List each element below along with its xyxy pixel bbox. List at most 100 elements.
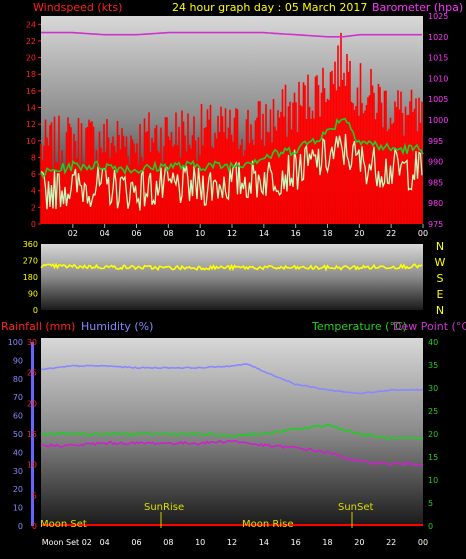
compass-label: N	[436, 240, 444, 253]
barometer-label: Barometer (hpa)	[372, 1, 463, 14]
time-tick-label: 04	[100, 229, 110, 238]
humidity-tick-label: 100	[8, 338, 23, 347]
time-tick-label: 06	[131, 229, 141, 238]
wind-tick-label: 16	[26, 87, 36, 96]
time-tick-label: Moon Set 02	[42, 538, 92, 547]
time-tick-label: 00	[418, 538, 428, 547]
rainfall-tick-label: 5	[32, 491, 37, 500]
dewpoint-line	[40, 439, 423, 467]
time-tick-label: 16	[291, 538, 301, 547]
graph-title: 24 hour graph day : 05 March 2017	[172, 1, 367, 14]
time-tick-label: 00	[418, 229, 428, 238]
temperature-tick-label: 5	[428, 499, 433, 508]
moon-rise-label: Moon Rise	[242, 519, 293, 530]
compass-label: E	[437, 288, 444, 301]
humidity-tick-label: 50	[13, 430, 23, 439]
temperature-tick-label: 15	[428, 453, 438, 462]
average-line	[40, 117, 424, 179]
moon-set-label: Moon Set	[40, 519, 87, 530]
temperature-tick-label: 20	[428, 430, 438, 439]
baro-tick-label: 1010	[428, 74, 448, 83]
rainfall-tick-label: 10	[27, 461, 37, 470]
time-tick-label: 08	[163, 538, 173, 547]
baro-tick-label: 995	[428, 137, 443, 146]
time-tick-label: 22	[386, 538, 396, 547]
humidity-label: Humidity (%)	[81, 320, 153, 333]
baro-tick-label: 980	[428, 199, 443, 208]
wind-tick-label: 18	[26, 70, 36, 79]
humidity-tick-label: 30	[13, 467, 23, 476]
rainfall-tick-label: 0	[32, 522, 37, 531]
rainfall-tick-label: 20	[27, 399, 37, 408]
time-tick-label: 14	[259, 229, 269, 238]
humidity-line	[40, 363, 424, 395]
rainfall-tick-label: 25	[27, 369, 37, 378]
temperature-tick-label: 30	[428, 384, 438, 393]
wind-tick-label: 8	[31, 153, 36, 162]
humidity-tick-label: 60	[13, 412, 23, 421]
wind-tick-label: 24	[26, 20, 36, 29]
direction-plot-area	[41, 244, 423, 310]
speed-line	[40, 133, 423, 211]
time-tick-label: 14	[259, 538, 269, 547]
rainfall-tick-label: 15	[27, 430, 37, 439]
wind-tick-label: 10	[26, 137, 36, 146]
baro-tick-label: 1005	[428, 95, 448, 104]
humidity-tick-label: 90	[13, 356, 23, 365]
baro-tick-label: 975	[428, 220, 443, 229]
direction-tick-label: 180	[23, 273, 38, 282]
temperature-tick-label: 25	[428, 407, 438, 416]
wind-tick-label: 22	[26, 37, 36, 46]
direction-tick-label: 0	[33, 306, 38, 315]
humidity-axis-bar	[31, 342, 34, 526]
baro-tick-label: 1000	[428, 116, 448, 125]
time-tick-label: 18	[322, 538, 332, 547]
barometer-line	[41, 31, 422, 38]
baro-tick-label: 1015	[428, 54, 448, 63]
time-tick-label: 08	[163, 229, 173, 238]
time-tick-label: 22	[386, 229, 396, 238]
baro-tick-label: 1025	[428, 12, 448, 21]
time-tick-label: 12	[227, 229, 237, 238]
wind-tick-label: 4	[31, 187, 36, 196]
wind-tick-label: 20	[26, 54, 36, 63]
temperature-tick-label: 40	[428, 338, 438, 347]
time-tick-label: 20	[354, 538, 364, 547]
temp-humidity-plot-area	[41, 338, 423, 526]
time-tick-label: 06	[131, 538, 141, 547]
humidity-tick-label: 0	[18, 522, 23, 531]
wind-tick-label: 2	[31, 203, 36, 212]
rainfall-tick-label: 30	[27, 338, 37, 347]
time-tick-label: 18	[322, 229, 332, 238]
baro-tick-label: 985	[428, 178, 443, 187]
time-tick-label: 10	[195, 229, 205, 238]
time-tick-label: 16	[291, 229, 301, 238]
humidity-tick-label: 70	[13, 393, 23, 402]
temperature-label: Temperature (°C)	[311, 320, 407, 333]
wind-tick-label: 0	[31, 220, 36, 229]
baro-tick-label: 1020	[428, 33, 448, 42]
sunrise-label: SunRise	[144, 502, 184, 513]
baro-tick-label: 990	[428, 158, 443, 167]
temperature-tick-label: 0	[428, 522, 433, 531]
time-tick-label: 04	[100, 538, 110, 547]
compass-label: N	[436, 304, 444, 317]
wind-tick-label: 12	[26, 120, 36, 129]
time-tick-label: 20	[354, 229, 364, 238]
direction-tick-label: 270	[23, 257, 38, 266]
temperature-tick-label: 10	[428, 476, 438, 485]
humidity-tick-label: 40	[13, 448, 23, 457]
wind-tick-label: 6	[31, 170, 36, 179]
humidity-tick-label: 10	[13, 504, 23, 513]
direction-tick-label: 360	[23, 240, 38, 249]
temperature-tick-label: 35	[428, 361, 438, 370]
direction-tick-label: 90	[28, 290, 38, 299]
compass-label: W	[435, 256, 446, 269]
temperature-line	[40, 423, 424, 441]
windspeed-label: Windspeed (kts)	[33, 1, 122, 14]
dewpoint-label: Dew Point (°C)	[393, 320, 466, 333]
humidity-tick-label: 20	[13, 485, 23, 494]
rainfall-label: Rainfall (mm)	[1, 320, 75, 333]
humidity-tick-label: 80	[13, 375, 23, 384]
